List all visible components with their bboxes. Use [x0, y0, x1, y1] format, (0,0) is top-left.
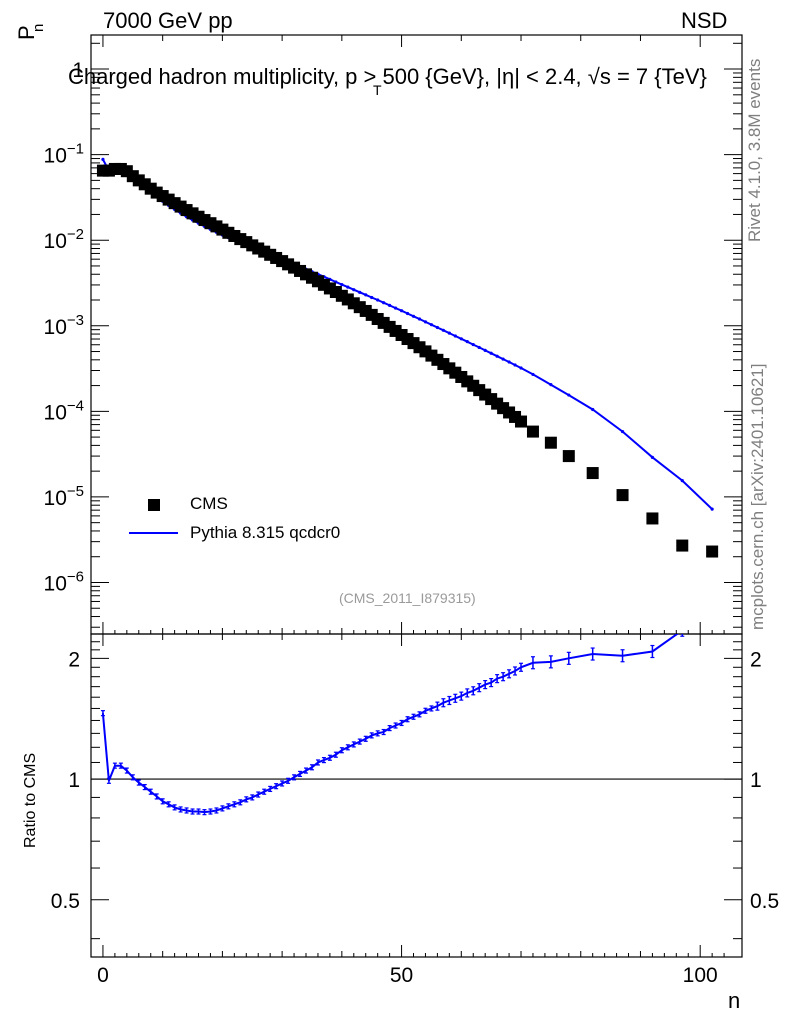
pythia-point	[423, 320, 428, 324]
pythia-point	[370, 295, 374, 300]
pythia-point	[399, 309, 404, 313]
main-y-tick-label: 10−3	[44, 312, 84, 339]
legend	[129, 499, 178, 534]
main-y-tick-label: 10−5	[44, 483, 84, 510]
main-data	[96, 157, 719, 558]
pythia-point	[519, 366, 523, 370]
pythia-point	[567, 393, 571, 397]
ratio-data	[91, 634, 742, 816]
pythia-point	[352, 288, 356, 292]
pythia-point	[346, 285, 350, 289]
x-tick-label: 100	[683, 964, 718, 987]
main-y-tick-label: 10−6	[44, 568, 84, 595]
analysis-label: (CMS_2011_I879315)	[339, 590, 476, 606]
axis-ticks: 10−6 10−5 10−4 10−3 10−2 10−1 1 0.5 0.5 1 1 2 2 0 50 10…	[44, 35, 779, 987]
mcplots-label: mcplots.cern.ch [arXiv:2401.10621]	[748, 363, 767, 630]
pythia-point	[101, 157, 105, 161]
cms-point	[515, 415, 528, 428]
pythia-point	[429, 323, 434, 327]
cms-point	[526, 425, 539, 438]
pythia-point	[388, 303, 392, 307]
legend-cms-label: CMS	[190, 494, 228, 513]
pythia-point	[501, 357, 505, 361]
pythia-point	[441, 328, 445, 332]
pythia-point	[507, 360, 511, 364]
pythia-point	[393, 306, 398, 310]
ratio-y-tick-label-right: 0.5	[750, 890, 779, 913]
process-label: NSD	[681, 8, 728, 33]
ratio-y-tick-label-left: 1	[68, 769, 80, 792]
pythia-point	[513, 363, 517, 367]
pythia-point	[411, 314, 416, 318]
pythia-point	[340, 282, 344, 287]
legend-cms-marker	[148, 499, 160, 511]
pythia-point	[710, 507, 714, 511]
cms-point	[676, 539, 689, 552]
ratio-y-tick-label-left: 0.5	[51, 890, 80, 913]
plot-title: Charged hadron multiplicity, p > 500 {Ge…	[68, 64, 707, 98]
ratio-y-tick-label-right: 2	[750, 648, 762, 671]
main-y-tick-label: 10−1	[44, 141, 84, 168]
cms-point	[706, 545, 719, 558]
pythia-point	[489, 351, 493, 355]
ratio-series-group	[100, 634, 685, 816]
ratio-panel	[90, 633, 743, 958]
cms-point	[616, 489, 629, 502]
pythia-point	[531, 372, 535, 377]
cms-point	[646, 512, 659, 525]
ratio-y-axis-label: Ratio to CMS	[22, 752, 39, 848]
pythia-point	[477, 345, 481, 350]
pythia-point	[465, 340, 469, 344]
pythia-point	[591, 407, 595, 412]
energy-label: 7000 GeV pp	[103, 8, 233, 33]
x-axis-label: n	[728, 988, 741, 1013]
pythia-point	[405, 311, 410, 316]
pythia-point	[483, 348, 487, 352]
x-tick-label: 50	[390, 964, 413, 987]
rivet-version-label: Rivet 4.1.0, 3.8M events	[745, 58, 764, 242]
x-tick-label: 0	[97, 964, 109, 987]
plot-title-text: Charged hadron multiplicity, p > 500 {Ge…	[68, 64, 707, 89]
cms-point	[586, 467, 599, 480]
pythia-point	[358, 290, 362, 294]
pythia-point	[650, 455, 655, 459]
main-y-axis-label-subscript: n	[30, 23, 47, 32]
ratio-frame	[90, 633, 743, 958]
cms-point	[562, 450, 575, 463]
main-panel	[90, 34, 743, 635]
pythia-point	[471, 342, 475, 347]
pythia-point	[620, 429, 625, 434]
main-y-tick-label: 1	[72, 59, 84, 82]
pythia-point	[417, 317, 422, 321]
cms-point	[544, 436, 557, 449]
main-frame	[90, 34, 743, 635]
pythia-point	[495, 354, 499, 358]
pythia-point	[549, 383, 553, 387]
pythia-point	[447, 331, 451, 335]
pythia-point	[364, 293, 368, 297]
legend-pythia-label: Pythia 8.315 qcdcr0	[190, 523, 341, 542]
pythia-point	[453, 334, 457, 338]
pythia-point	[382, 301, 386, 305]
ratio-y-tick-label-left: 2	[68, 648, 80, 671]
ratio-y-tick-label-right: 1	[750, 769, 762, 792]
plot-title-subscript: T	[373, 82, 382, 98]
pythia-point	[435, 325, 440, 330]
pythia-point	[680, 479, 684, 483]
main-y-tick-label: 10−4	[44, 397, 84, 424]
pythia-point	[376, 298, 380, 302]
main-y-tick-label: 10−2	[44, 226, 84, 253]
pythia-point	[459, 337, 463, 341]
